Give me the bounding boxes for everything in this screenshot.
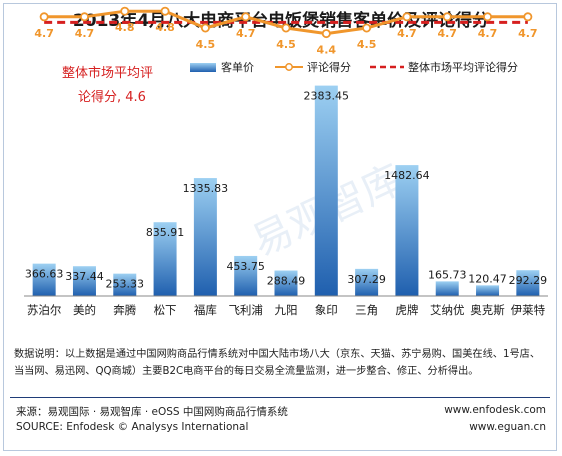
score-point (523, 12, 533, 22)
market-average-note-line1: 整体市场平均评 (62, 66, 154, 81)
category-label: 象印 (315, 303, 338, 317)
bar (113, 273, 137, 296)
bar-value-label: 253.33 (106, 278, 145, 291)
bar-value-label: 2383.45 (304, 90, 350, 103)
source-url-eguan: www.eguan.cn (469, 421, 546, 433)
score-value-label: 4.7 (34, 27, 54, 40)
score-value-label: 4.4 (317, 44, 337, 57)
score-point (160, 6, 170, 16)
score-point (120, 6, 130, 16)
category-label: 松下 (154, 303, 177, 317)
bar (193, 178, 217, 296)
bar-value-label: 307.29 (347, 273, 386, 286)
legend-avg: 整体市场平均评论得分 (370, 58, 518, 76)
bar-value-label: 366.63 (25, 268, 64, 281)
category-label: 飞利浦 (228, 303, 263, 317)
score-value-label: 4.7 (437, 27, 457, 40)
bar-value-label: 453.75 (226, 260, 265, 273)
category-label: 福库 (194, 303, 217, 317)
score-value-label: 4.7 (397, 27, 417, 40)
category-label: 虎牌 (395, 303, 418, 317)
bar (314, 85, 338, 296)
bar (355, 268, 379, 296)
bar-value-label: 835.91 (146, 226, 185, 239)
legend-avg-swatch (370, 65, 404, 69)
bar (516, 270, 540, 296)
market-average-note-line2: 论得分, 4.6 (78, 90, 146, 105)
category-label: 美的 (73, 303, 96, 317)
score-point (281, 23, 291, 33)
score-point (79, 12, 89, 22)
bar (476, 285, 500, 296)
score-point (321, 29, 331, 39)
category-label: 奔腾 (113, 303, 136, 317)
score-value-label: 4.5 (196, 38, 216, 51)
legend-bar-label: 客单价 (221, 61, 254, 74)
category-label: 三角 (355, 303, 378, 317)
category-label: 伊莱特 (511, 303, 546, 317)
score-point (362, 23, 372, 33)
score-value-label: 4.7 (478, 27, 498, 40)
category-label: 艾纳优 (430, 303, 465, 317)
score-point (200, 23, 210, 33)
bar (435, 281, 459, 296)
source-url-enfodesk: www.enfodesk.com (444, 404, 546, 416)
category-label: 苏泊尔 (27, 303, 62, 317)
legend-line-swatch (275, 63, 303, 71)
score-value-label: 4.7 (518, 27, 538, 40)
score-value-label: 4.8 (115, 21, 135, 34)
score-value-label: 4.7 (75, 27, 95, 40)
bar (153, 222, 177, 296)
category-label: 奥克斯 (470, 303, 505, 317)
score-point (241, 12, 251, 22)
legend-bar-swatch (190, 62, 216, 72)
bar-value-label: 1482.64 (384, 169, 430, 182)
bar-value-label: 165.73 (428, 268, 467, 281)
bar (72, 266, 96, 296)
data-note: 数据说明：以上数据是通过中国网购商品行情系统对中国大陆市场八大（京东、天猫、苏宁… (14, 349, 541, 377)
bar-value-label: 288.49 (267, 275, 306, 288)
source-cn: 来源：易观国际 · 易观智库 · eOSS 中国网购商品行情系统 (16, 406, 288, 418)
divider (10, 397, 550, 398)
bar-value-label: 120.47 (468, 272, 507, 285)
score-point (402, 12, 412, 22)
bar-value-label: 292.29 (509, 274, 548, 287)
legend-bar: 客单价 (190, 58, 254, 76)
bar (395, 165, 419, 296)
bar (32, 263, 56, 296)
bar-value-label: 337.44 (65, 270, 104, 283)
chart-frame (3, 3, 557, 451)
category-label: 九阳 (275, 303, 298, 317)
bar (234, 255, 258, 296)
legend-line-label: 评论得分 (307, 61, 351, 74)
source-en: SOURCE: Enfodesk © Analysys Internationa… (16, 421, 249, 433)
score-point (442, 12, 452, 22)
score-value-label: 4.5 (276, 38, 296, 51)
legend-line: 评论得分 (275, 58, 351, 76)
bar (274, 270, 298, 296)
score-point (39, 12, 49, 22)
score-value-label: 4.8 (155, 21, 175, 34)
bar-value-label: 1335.83 (183, 182, 229, 195)
legend-avg-label: 整体市场平均评论得分 (408, 61, 518, 74)
score-point (483, 12, 493, 22)
score-value-label: 4.5 (357, 38, 377, 51)
score-value-label: 4.7 (236, 27, 256, 40)
